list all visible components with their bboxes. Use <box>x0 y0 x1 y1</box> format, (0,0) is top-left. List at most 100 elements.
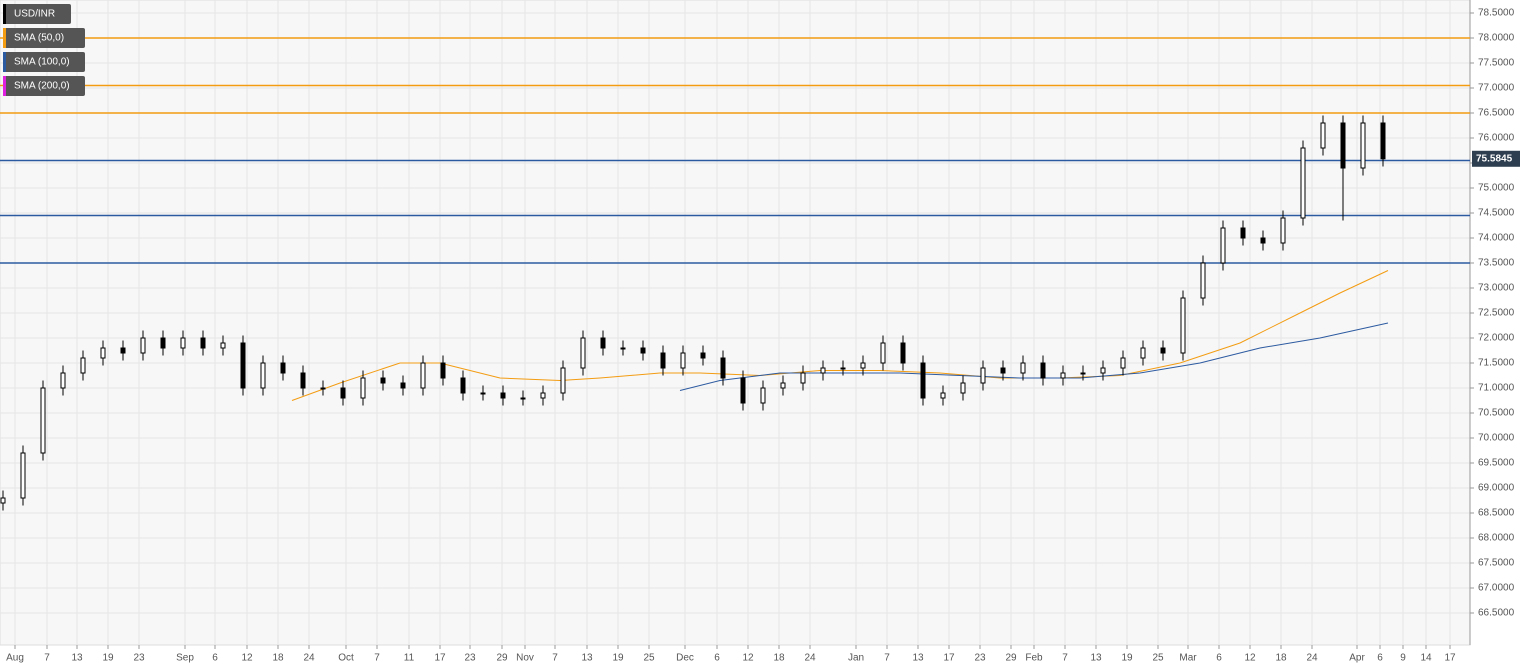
candle-body <box>880 342 886 364</box>
candle-body <box>1160 347 1166 354</box>
candle-body <box>1280 217 1286 244</box>
x-tick-label: 24 <box>804 653 816 664</box>
y-tick-label: 76.0000 <box>1478 133 1515 144</box>
legend-label: SMA (50,0) <box>14 33 64 44</box>
y-tick-label: 69.5000 <box>1478 458 1515 469</box>
x-tick-label: 7 <box>44 653 50 664</box>
candle-body <box>200 337 206 349</box>
candle-body <box>780 382 786 389</box>
candle-body <box>100 347 106 359</box>
x-tick-label: Jan <box>848 653 864 664</box>
x-tick-label: 23 <box>974 653 986 664</box>
candle-body <box>940 392 946 399</box>
candle-body <box>320 387 326 390</box>
candle-body <box>440 362 446 379</box>
x-tick-label: 7 <box>374 653 380 664</box>
candle-body <box>400 382 406 389</box>
candle-body <box>1140 347 1146 359</box>
candle-body <box>1120 357 1126 369</box>
candle-body <box>500 392 506 399</box>
x-tick-label: 29 <box>1005 653 1017 664</box>
legend-swatch <box>3 76 6 96</box>
candle-body <box>300 372 306 389</box>
candle-body <box>1180 297 1186 354</box>
x-tick-label: 6 <box>1216 653 1222 664</box>
x-tick-label: 14 <box>1420 653 1432 664</box>
y-tick-label: 72.0000 <box>1478 333 1515 344</box>
x-tick-label: 24 <box>1306 653 1318 664</box>
y-tick-label: 74.0000 <box>1478 233 1515 244</box>
candle-body <box>640 347 646 354</box>
candle-body <box>800 372 806 384</box>
candle-body <box>580 337 586 369</box>
candle-body <box>700 352 706 359</box>
x-tick-label: Aug <box>6 653 24 664</box>
candle-body <box>80 357 86 374</box>
x-tick-label: 29 <box>496 653 508 664</box>
x-tick-label: 17 <box>1444 653 1456 664</box>
y-tick-label: 73.0000 <box>1478 283 1515 294</box>
candle-body <box>120 347 126 354</box>
candle-body <box>1080 372 1086 375</box>
candle-body <box>1380 122 1386 160</box>
candle-body <box>260 362 266 389</box>
candle-body <box>380 377 386 384</box>
candle-body <box>540 392 546 399</box>
candle-body <box>680 352 686 369</box>
x-tick-label: Apr <box>1349 653 1365 664</box>
candle-body <box>0 497 6 504</box>
candle-body <box>420 362 426 389</box>
candle-body <box>560 367 566 394</box>
x-tick-label: Nov <box>516 653 534 664</box>
candle-body <box>840 367 846 370</box>
candle-body <box>920 362 926 399</box>
candle-body <box>620 347 626 350</box>
sma-line <box>679 322 1389 391</box>
candle-body <box>460 377 466 394</box>
x-tick-label: 17 <box>434 653 446 664</box>
y-tick-label: 78.5000 <box>1478 8 1515 19</box>
x-tick-label: 18 <box>272 653 284 664</box>
candle-body <box>1100 367 1106 374</box>
candle-body <box>40 387 46 454</box>
x-tick-label: 18 <box>773 653 785 664</box>
x-tick-label: 7 <box>552 653 558 664</box>
candle-body <box>1260 237 1266 244</box>
legend-label: USD/INR <box>14 9 55 20</box>
x-tick-label: 12 <box>241 653 253 664</box>
x-tick-label: 12 <box>1244 653 1256 664</box>
legend-box <box>3 28 85 48</box>
x-tick-label: 11 <box>404 653 415 664</box>
candle-body <box>160 337 166 349</box>
candle-body <box>1300 147 1306 219</box>
candle-body <box>1060 372 1066 379</box>
candle-body <box>1340 122 1346 169</box>
candle-body <box>520 397 526 400</box>
x-tick-label: 24 <box>303 653 315 664</box>
candle-body <box>1240 227 1246 239</box>
x-tick-label: 19 <box>612 653 624 664</box>
candle-body <box>860 362 866 369</box>
y-tick-label: 74.5000 <box>1478 208 1515 219</box>
x-tick-label: 19 <box>102 653 114 664</box>
legend-box <box>3 76 85 96</box>
x-tick-label: 7 <box>884 653 890 664</box>
candle-body <box>720 357 726 379</box>
y-tick-label: 70.0000 <box>1478 433 1515 444</box>
y-tick-label: 76.5000 <box>1478 108 1515 119</box>
y-tick-label: 69.0000 <box>1478 483 1515 494</box>
candle-body <box>20 452 26 499</box>
x-tick-label: 13 <box>912 653 924 664</box>
x-tick-label: 6 <box>1377 653 1383 664</box>
x-tick-label: 6 <box>714 653 720 664</box>
candle-body <box>480 392 486 395</box>
y-tick-label: 77.0000 <box>1478 83 1515 94</box>
candle-body <box>1320 122 1326 149</box>
x-tick-label: 6 <box>212 653 218 664</box>
candle-body <box>900 342 906 364</box>
candle-body <box>740 377 746 404</box>
x-tick-label: 17 <box>943 653 955 664</box>
y-tick-label: 71.5000 <box>1478 358 1515 369</box>
y-tick-label: 78.0000 <box>1478 33 1515 44</box>
